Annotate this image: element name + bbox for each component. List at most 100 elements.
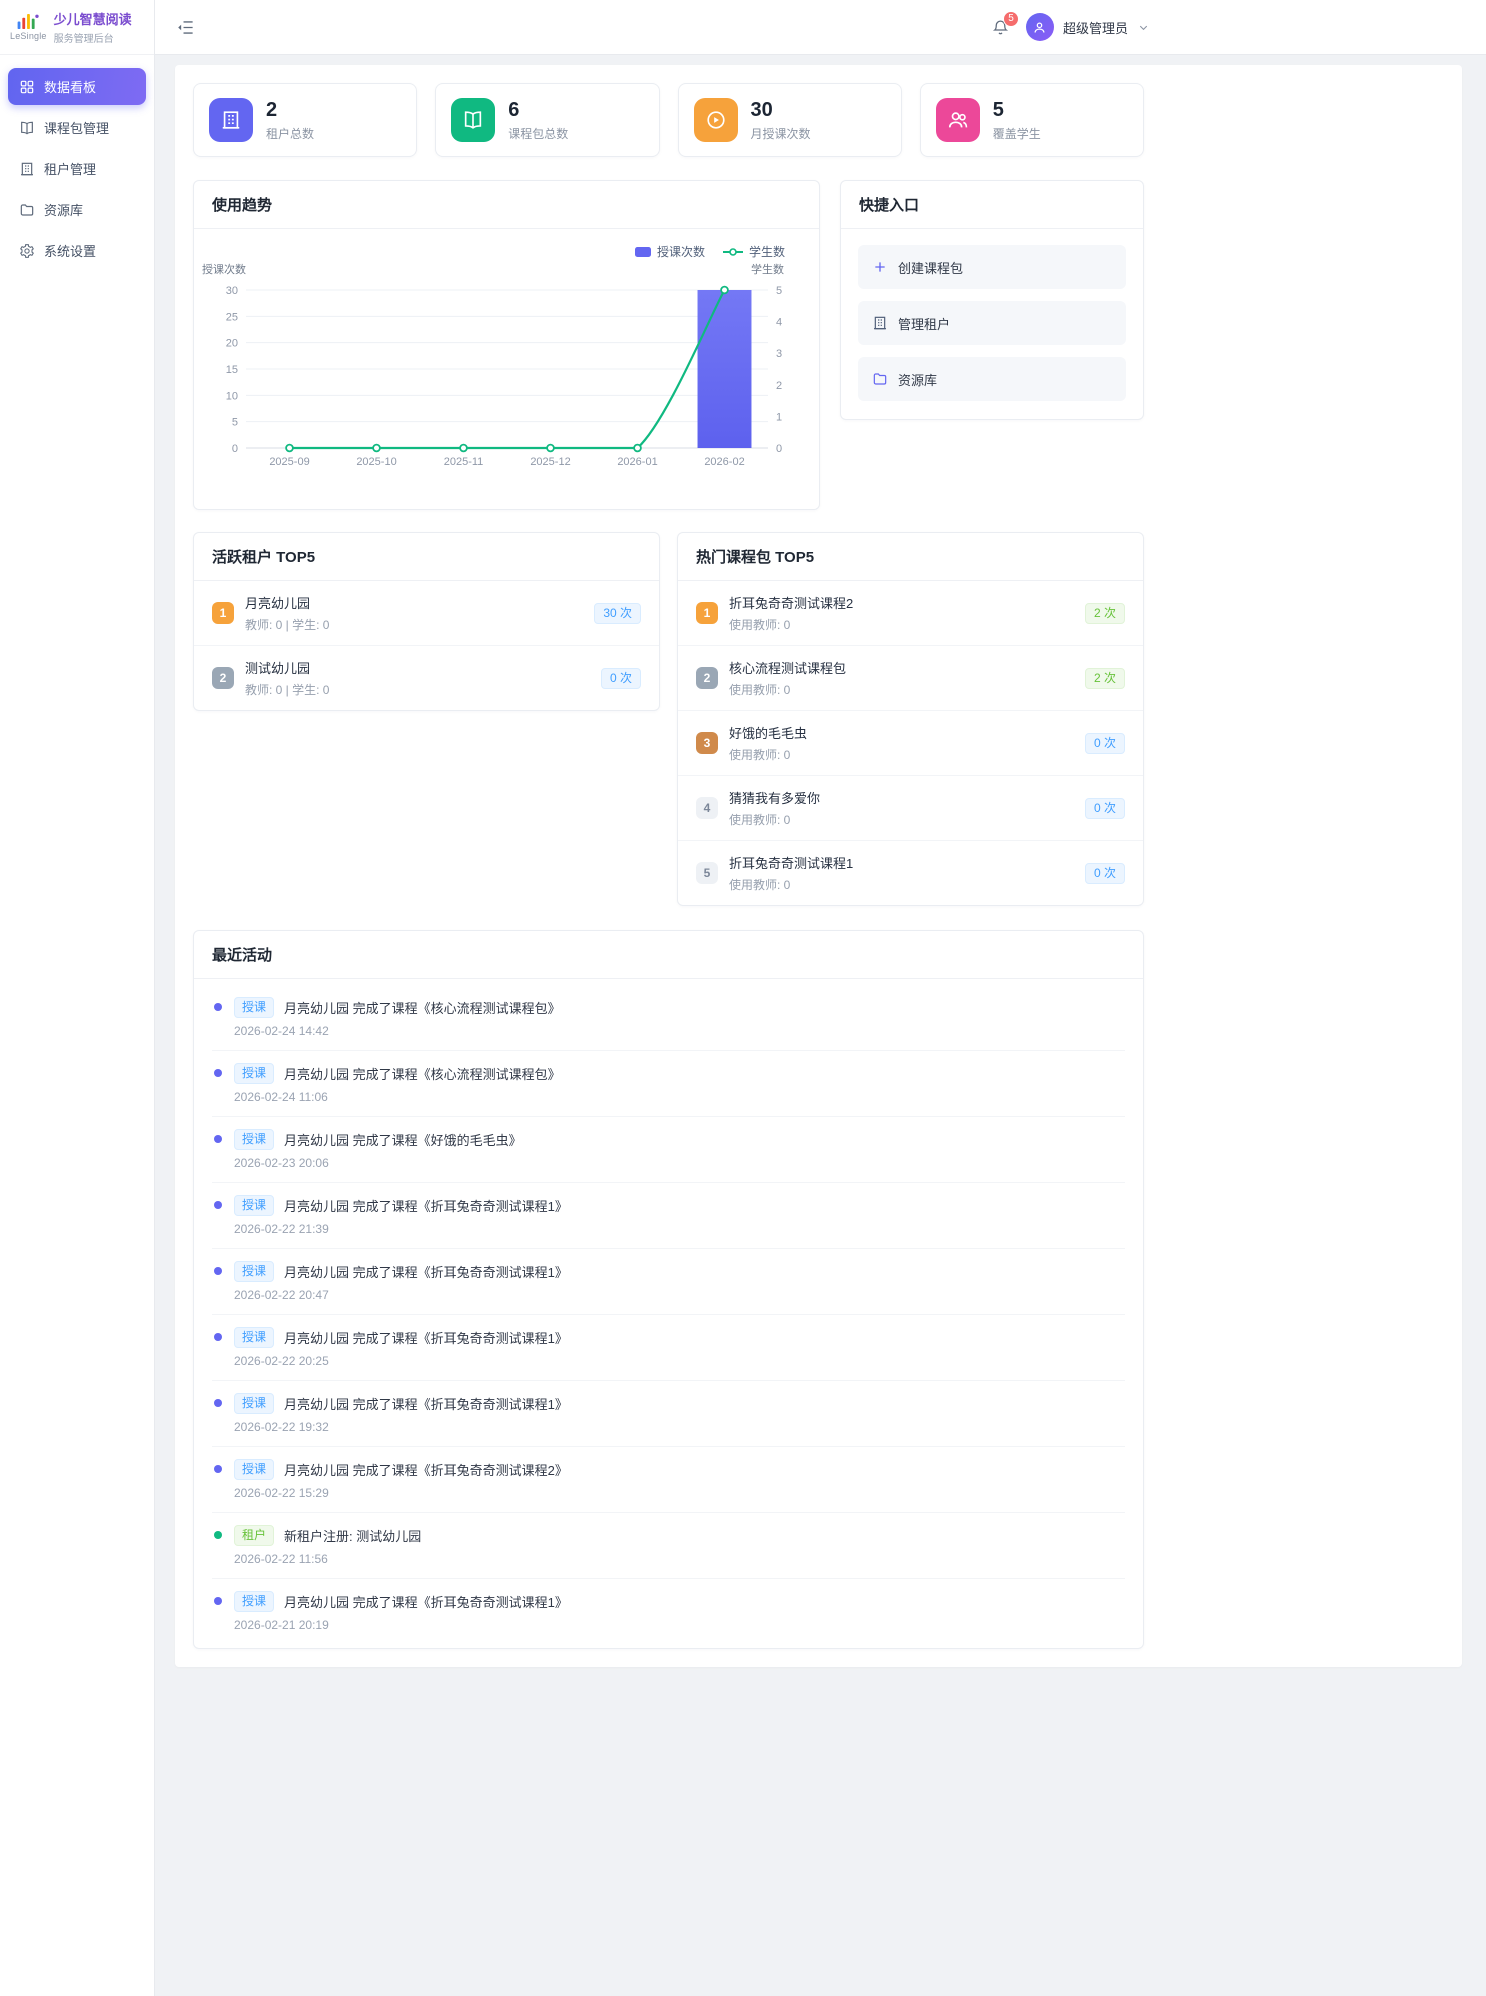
stat-value: 30 (750, 98, 773, 121)
rank-badge: 3 (696, 732, 718, 754)
recent-activities-card: 最近活动 授课 月亮幼儿园 完成了课程《核心流程测试课程包》 (193, 930, 1144, 1649)
building-icon (209, 98, 253, 142)
activity-tag: 授课 (234, 1459, 275, 1480)
legend-item-teaching[interactable]: 授课次数 (634, 243, 705, 260)
svg-text:2: 2 (776, 380, 782, 392)
sidebar: LeSingle 少儿智慧阅读 服务管理后台 数据看板 课程包管理 (0, 0, 155, 1996)
svg-text:2025-10: 2025-10 (356, 456, 396, 468)
stat-label: 租户总数 (266, 126, 315, 141)
svg-text:2026-01: 2026-01 (617, 456, 657, 468)
quick-entry-card: 快捷入口 创建课程包 管理租户 (840, 180, 1144, 420)
svg-text:2025-11: 2025-11 (444, 456, 484, 468)
usage-count-badge: 0 次 (1084, 797, 1125, 819)
svg-text:3: 3 (776, 348, 782, 360)
activity-item: 授课 月亮幼儿园 完成了课程《折耳兔奇奇测试课程1》 2026-02-21 20… (212, 1579, 1125, 1644)
stats-row: 2 租户总数 6 课程包总数 (193, 83, 1144, 157)
tenant-meta: 教师: 0 | 学生: 0 (245, 683, 330, 697)
svg-text:0: 0 (776, 443, 782, 455)
usage-count-badge: 0 次 (1084, 732, 1125, 754)
svg-text:0: 0 (232, 443, 238, 455)
activity-dot (214, 1531, 222, 1539)
activity-dot (214, 1399, 222, 1407)
activity-text: 月亮幼儿园 完成了课程《折耳兔奇奇测试课程1》 (284, 1199, 568, 1214)
activity-tag: 授课 (234, 1261, 275, 1282)
package-name: 核心流程测试课程包 (729, 661, 847, 676)
users-icon (935, 98, 980, 142)
activity-time: 2026-02-23 20:06 (234, 1156, 329, 1170)
activity-item: 授课 月亮幼儿园 完成了课程《折耳兔奇奇测试课程1》 2026-02-22 19… (212, 1381, 1125, 1447)
package-name: 猜猜我有多爱你 (729, 791, 821, 806)
activity-dot (214, 1333, 222, 1341)
activity-time: 2026-02-22 19:32 (234, 1420, 329, 1434)
activity-dot (214, 1135, 222, 1143)
usage-trend-card: 使用趋势 授课次数 学生数 (193, 180, 820, 510)
stat-label: 覆盖学生 (992, 126, 1041, 141)
activity-time: 2026-02-22 21:39 (234, 1222, 329, 1236)
activity-dot (214, 1201, 222, 1209)
usage-trend-title: 使用趋势 (194, 181, 819, 229)
activity-item: 授课 月亮幼儿园 完成了课程《折耳兔奇奇测试课程1》 2026-02-22 20… (212, 1315, 1125, 1381)
sidebar-collapse-button[interactable] (176, 18, 195, 37)
package-row: 2 核心流程测试课程包 使用教师: 0 2 次 (678, 646, 1143, 711)
sidebar-item-course-packages[interactable]: 课程包管理 (8, 109, 146, 146)
activity-text: 月亮幼儿园 完成了课程《折耳兔奇奇测试课程1》 (284, 1595, 568, 1610)
package-meta: 使用教师: 0 (729, 618, 791, 632)
usage-count-badge: 2 次 (1084, 602, 1125, 624)
activity-dot (214, 1597, 222, 1605)
notification-badge: 5 (1002, 10, 1019, 27)
activity-item: 授课 月亮幼儿园 完成了课程《折耳兔奇奇测试课程2》 2026-02-22 15… (212, 1447, 1125, 1513)
folder-icon (872, 371, 888, 387)
activity-text: 月亮幼儿园 完成了课程《核心流程测试课程包》 (284, 1001, 561, 1016)
quick-entry-label: 资源库 (898, 372, 938, 388)
svg-text:2025-09: 2025-09 (269, 456, 309, 468)
usage-count-badge: 30 次 (594, 602, 641, 624)
stat-card: 30 月授课次数 (677, 83, 902, 157)
tenant-meta: 教师: 0 | 学生: 0 (245, 618, 330, 632)
activity-item: 授课 月亮幼儿园 完成了课程《折耳兔奇奇测试课程1》 2026-02-22 21… (212, 1183, 1125, 1249)
sidebar-item-label: 数据看板 (44, 80, 97, 95)
activity-dot (214, 1267, 222, 1275)
usage-count-badge: 0 次 (1084, 862, 1125, 884)
person-icon (1032, 20, 1047, 35)
legend-item-students[interactable]: 学生数 (722, 243, 785, 260)
rank-badge: 1 (696, 602, 718, 624)
brand-name: LeSingle (10, 31, 47, 41)
package-name: 折耳兔奇奇测试课程2 (729, 596, 854, 611)
svg-text:15: 15 (226, 364, 238, 376)
chart-legend: 授课次数 学生数 (634, 243, 785, 260)
quick-entry-resource-library[interactable]: 资源库 (858, 357, 1126, 401)
app-logo: LeSingle 少儿智慧阅读 服务管理后台 (0, 0, 154, 55)
product-name: 少儿智慧阅读 (53, 12, 132, 27)
sidebar-item-resources[interactable]: 资源库 (8, 191, 146, 228)
sidebar-menu: 数据看板 课程包管理 租户管理 资源库 (0, 55, 154, 286)
sidebar-item-tenants[interactable]: 租户管理 (8, 150, 146, 187)
quick-entry-label: 创建课程包 (898, 260, 964, 276)
activity-text: 月亮幼儿园 完成了课程《折耳兔奇奇测试课程2》 (284, 1463, 568, 1478)
quick-entry-create-package[interactable]: 创建课程包 (858, 245, 1126, 289)
stat-card: 2 租户总数 (193, 83, 418, 157)
active-tenants-title: 活跃租户 TOP5 (194, 533, 659, 581)
stat-label: 课程包总数 (508, 126, 569, 141)
rank-badge: 5 (696, 862, 718, 884)
svg-text:1: 1 (776, 411, 782, 423)
notifications-button[interactable]: 5 (992, 10, 1019, 36)
gear-icon (19, 243, 35, 259)
activity-text: 月亮幼儿园 完成了课程《好饿的毛毛虫》 (284, 1133, 522, 1148)
sidebar-item-dashboard[interactable]: 数据看板 (8, 68, 146, 105)
chevron-down-icon[interactable] (1137, 21, 1150, 34)
svg-text:学生数: 学生数 (751, 262, 784, 276)
user-avatar[interactable] (1025, 13, 1054, 41)
usage-chart: 0 5 10 15 20 25 30 0 1 2 3 4 5 授课次数 学生数 2025-09 2025-10 2… (202, 262, 784, 468)
sidebar-item-label: 课程包管理 (44, 121, 110, 136)
rank-badge: 1 (212, 602, 234, 624)
activity-time: 2026-02-22 20:25 (234, 1354, 329, 1368)
topbar: 5 超级管理员 (155, 0, 1486, 55)
svg-text:5: 5 (232, 417, 238, 429)
package-meta: 使用教师: 0 (729, 813, 791, 827)
quick-entry-manage-tenants[interactable]: 管理租户 (858, 301, 1126, 345)
svg-text:4: 4 (776, 317, 782, 329)
activity-text: 月亮幼儿园 完成了课程《折耳兔奇奇测试课程1》 (284, 1397, 568, 1412)
activity-text: 月亮幼儿园 完成了课程《核心流程测试课程包》 (284, 1067, 561, 1082)
sidebar-item-settings[interactable]: 系统设置 (8, 232, 146, 269)
activity-text: 新租户注册: 测试幼儿园 (284, 1529, 422, 1544)
